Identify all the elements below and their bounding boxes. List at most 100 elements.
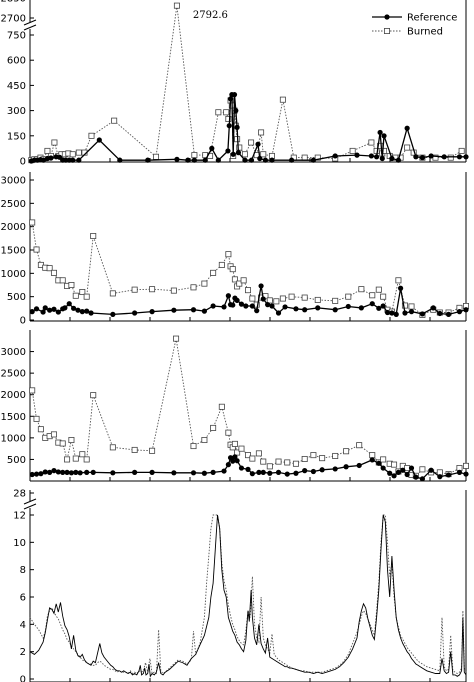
burned-point xyxy=(275,458,282,465)
reference-point xyxy=(70,157,76,163)
burned-point xyxy=(50,431,57,438)
legend-marker-burned xyxy=(383,27,390,34)
reference-point xyxy=(227,96,234,102)
burned-point xyxy=(173,335,180,342)
burned-point xyxy=(109,290,116,297)
burned-point xyxy=(356,442,363,449)
burned-point xyxy=(190,443,197,450)
reference-point xyxy=(284,471,290,477)
reference-point xyxy=(38,471,44,477)
burned-point xyxy=(90,392,97,399)
burned-point xyxy=(258,129,265,136)
reference-point xyxy=(368,153,374,159)
burned-point xyxy=(273,298,280,305)
y-tick-label: 0 xyxy=(20,157,26,168)
reference-point xyxy=(75,307,81,313)
reference-point xyxy=(185,157,191,163)
reference-point xyxy=(145,157,151,163)
reference-point xyxy=(55,309,61,315)
reference-point xyxy=(319,467,325,473)
burned-point xyxy=(225,429,232,436)
reference-point xyxy=(395,157,402,163)
burned-point xyxy=(241,151,248,158)
reference-point xyxy=(84,469,90,475)
reference-point xyxy=(221,468,227,474)
reference-point xyxy=(73,469,79,475)
reference-point xyxy=(393,311,399,317)
reference-point xyxy=(391,473,397,479)
reference-point xyxy=(345,303,351,310)
burned-point xyxy=(50,269,57,276)
reference-point xyxy=(387,470,393,476)
burned-point xyxy=(462,462,469,469)
legend-label-reference: Reference xyxy=(407,13,457,24)
burned-point xyxy=(419,466,426,473)
reference-point xyxy=(408,309,415,315)
reference-point xyxy=(149,469,155,475)
reference-point xyxy=(117,157,123,163)
reference-point xyxy=(29,471,35,478)
burned-point xyxy=(59,277,66,284)
reference-point xyxy=(238,301,245,307)
burned-point xyxy=(345,293,352,300)
burned-point xyxy=(292,460,299,467)
burned-point xyxy=(358,286,365,293)
reference-point xyxy=(408,465,415,471)
reference-point xyxy=(404,471,410,478)
burned-point xyxy=(33,415,40,422)
reference-point xyxy=(369,457,375,463)
reference-point xyxy=(249,471,255,477)
burned-point xyxy=(319,455,326,462)
reference-point xyxy=(40,309,46,315)
burned-point xyxy=(284,459,291,466)
burned-point xyxy=(249,295,256,302)
reference-point xyxy=(231,92,238,98)
burned-point xyxy=(332,297,339,304)
burned-point xyxy=(266,463,273,470)
reference-point xyxy=(234,297,240,303)
reference-point xyxy=(243,303,249,309)
reference-point xyxy=(132,310,138,316)
burned-point xyxy=(37,426,44,433)
reference-point xyxy=(275,469,282,475)
burned-point xyxy=(244,452,251,459)
burned-point xyxy=(234,449,241,456)
reference-point xyxy=(310,157,316,163)
reference-point xyxy=(79,309,85,315)
reference-point xyxy=(225,462,231,468)
burned-point xyxy=(68,281,75,288)
reference-point xyxy=(343,464,349,470)
y-tick-label: 750 xyxy=(7,31,26,42)
outlier-annotation: 2792.6 xyxy=(193,10,228,21)
burned-point xyxy=(51,139,58,146)
y-tick-label: 2500 xyxy=(1,199,26,210)
reference-point xyxy=(248,157,255,163)
axis-break-gap xyxy=(24,23,36,29)
burned-point xyxy=(244,287,251,294)
reference-point xyxy=(255,141,261,147)
y-tick-label: 1000 xyxy=(1,433,26,444)
reference-point xyxy=(369,301,375,307)
burned-point xyxy=(64,456,71,463)
legend-label-burned: Burned xyxy=(407,27,443,38)
burned-point xyxy=(72,292,79,299)
burned-point xyxy=(111,117,118,124)
y-tick-label: 3000 xyxy=(1,176,26,187)
reference-point xyxy=(90,469,96,475)
burned-point xyxy=(218,261,225,268)
burned-point xyxy=(223,109,230,116)
reference-point xyxy=(289,157,295,163)
y-tick-label: 10 xyxy=(13,538,26,549)
reference-point xyxy=(398,285,404,291)
burned-point xyxy=(131,446,138,453)
axis-break-mark xyxy=(23,19,37,26)
burned-point xyxy=(46,265,53,272)
reference-point xyxy=(419,155,425,161)
burned-point xyxy=(72,455,79,462)
reference-point xyxy=(389,155,395,162)
burned-point xyxy=(83,293,90,300)
burned-point xyxy=(79,451,86,458)
burned-point xyxy=(301,455,308,462)
burned-point xyxy=(458,147,465,154)
reference-point xyxy=(315,305,321,311)
